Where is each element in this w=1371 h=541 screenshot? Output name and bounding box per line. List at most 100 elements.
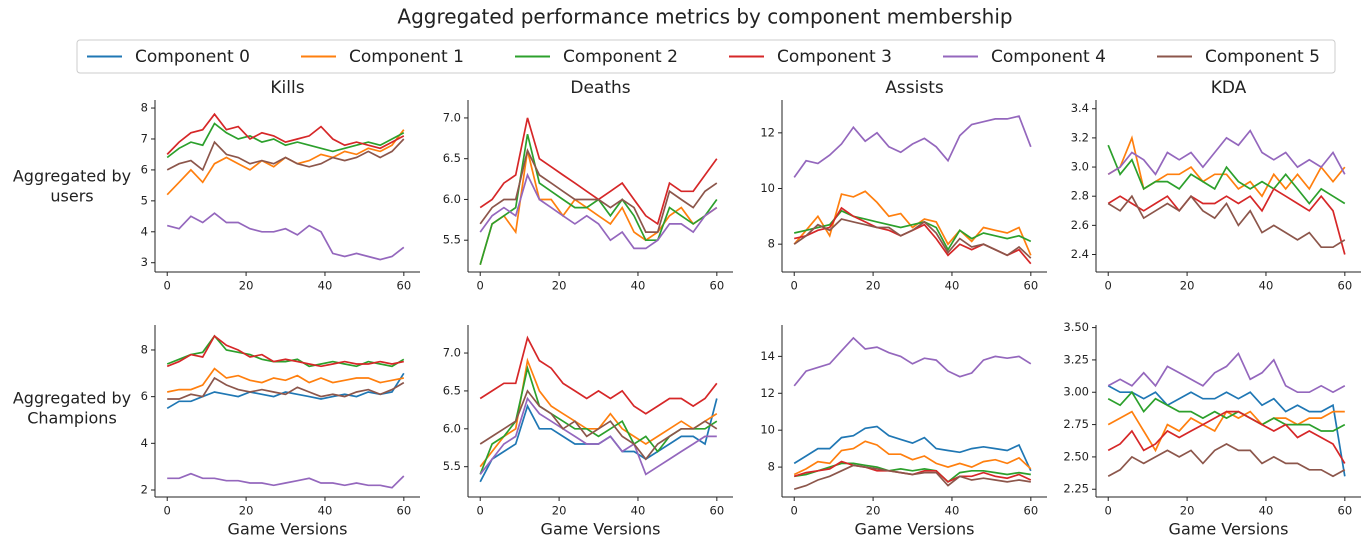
series-line bbox=[479, 172, 718, 250]
row-label: Champions bbox=[27, 409, 117, 428]
y-tick-label: 8 bbox=[141, 101, 148, 115]
y-tick-label: 3.4 bbox=[1071, 101, 1089, 115]
y-tick-label: 3.50 bbox=[1063, 320, 1089, 334]
x-tick-label: 40 bbox=[318, 279, 333, 293]
x-tick-label: 0 bbox=[164, 504, 171, 518]
x-tick-label: 60 bbox=[1338, 504, 1353, 518]
series-line bbox=[1107, 187, 1346, 255]
y-tick-label: 2.4 bbox=[1071, 247, 1089, 261]
legend-label: Component 5 bbox=[1205, 47, 1320, 67]
series-line bbox=[166, 112, 405, 155]
series-line bbox=[479, 396, 717, 476]
series-line bbox=[793, 425, 1032, 472]
series-line bbox=[479, 335, 718, 415]
x-tick-label: 40 bbox=[945, 279, 960, 293]
y-tick-label: 6 bbox=[141, 162, 148, 176]
subplot-title: Assists bbox=[885, 78, 944, 98]
series-line bbox=[793, 115, 1032, 178]
series-line bbox=[793, 440, 1032, 476]
x-tick-label: 20 bbox=[1180, 504, 1195, 518]
series-line bbox=[479, 147, 718, 233]
x-tick-label: 20 bbox=[866, 279, 881, 293]
series-line bbox=[1107, 410, 1346, 464]
series-line bbox=[479, 389, 718, 461]
x-axis-label: Game Versions bbox=[855, 520, 975, 539]
series-line bbox=[1107, 144, 1346, 205]
x-tick-label: 40 bbox=[318, 504, 333, 518]
y-tick-label: 3.0 bbox=[1071, 160, 1089, 174]
series-line bbox=[166, 334, 405, 368]
x-tick-label: 60 bbox=[1338, 279, 1353, 293]
y-tick-label: 2.8 bbox=[1071, 189, 1089, 203]
figure-title: Aggregated performance metrics by compon… bbox=[397, 5, 1012, 29]
series-line bbox=[167, 376, 405, 400]
x-tick-label: 60 bbox=[1024, 504, 1039, 518]
y-tick-label: 2.75 bbox=[1063, 417, 1089, 431]
legend-label: Component 0 bbox=[135, 47, 250, 67]
y-tick-label: 2.25 bbox=[1063, 482, 1089, 496]
y-tick-label: 5 bbox=[141, 193, 148, 207]
x-tick-label: 60 bbox=[1024, 279, 1039, 293]
legend-label: Component 2 bbox=[563, 47, 678, 67]
y-tick-label: 3 bbox=[141, 255, 148, 269]
x-tick-label: 0 bbox=[477, 279, 484, 293]
x-tick-label: 0 bbox=[164, 279, 171, 293]
x-tick-label: 40 bbox=[945, 504, 960, 518]
y-tick-label: 7 bbox=[141, 131, 148, 145]
y-tick-label: 2.50 bbox=[1063, 449, 1089, 463]
x-tick-label: 60 bbox=[397, 279, 412, 293]
series-line bbox=[1107, 443, 1346, 478]
series-line bbox=[167, 472, 405, 489]
y-tick-label: 6.5 bbox=[443, 151, 461, 165]
x-tick-label: 40 bbox=[631, 504, 646, 518]
y-tick-label: 6.5 bbox=[443, 383, 461, 397]
series-line bbox=[166, 129, 405, 196]
y-tick-label: 7.0 bbox=[443, 346, 461, 360]
x-tick-label: 0 bbox=[477, 504, 484, 518]
series-line bbox=[1107, 390, 1346, 432]
x-tick-label: 20 bbox=[239, 504, 254, 518]
x-tick-label: 40 bbox=[1259, 504, 1274, 518]
x-tick-label: 20 bbox=[552, 504, 567, 518]
y-tick-label: 8 bbox=[768, 460, 775, 474]
series-line bbox=[166, 372, 405, 410]
series-line bbox=[794, 462, 1031, 484]
x-axis-label: Game Versions bbox=[1169, 520, 1289, 539]
legend-label: Component 4 bbox=[991, 47, 1106, 67]
y-tick-label: 14 bbox=[760, 349, 775, 363]
y-tick-label: 3.00 bbox=[1063, 385, 1089, 399]
y-tick-label: 12 bbox=[760, 386, 775, 400]
y-tick-label: 10 bbox=[760, 423, 775, 437]
legend-box bbox=[76, 39, 1336, 74]
series-line bbox=[1107, 385, 1346, 477]
x-tick-label: 20 bbox=[239, 279, 254, 293]
x-tick-label: 0 bbox=[791, 279, 798, 293]
x-tick-label: 40 bbox=[1259, 279, 1274, 293]
legend-label: Component 1 bbox=[349, 47, 464, 67]
series-line bbox=[1107, 351, 1346, 394]
series-line bbox=[793, 218, 1032, 259]
x-tick-label: 60 bbox=[710, 504, 725, 518]
series-line bbox=[793, 190, 1032, 256]
y-tick-label: 2 bbox=[141, 482, 148, 496]
y-tick-label: 6 bbox=[141, 389, 148, 403]
y-tick-label: 4 bbox=[141, 224, 148, 238]
y-tick-label: 5.5 bbox=[443, 459, 461, 473]
series-line bbox=[166, 122, 405, 159]
series-line bbox=[167, 367, 404, 393]
series-line bbox=[166, 138, 405, 172]
y-tick-label: 6.0 bbox=[443, 192, 461, 206]
row-label: Aggregated by bbox=[13, 389, 131, 408]
series-line bbox=[1107, 194, 1346, 249]
series-line bbox=[479, 398, 718, 483]
x-tick-label: 20 bbox=[1180, 279, 1195, 293]
x-tick-label: 20 bbox=[866, 504, 881, 518]
series-line bbox=[1107, 129, 1346, 176]
row-label: Aggregated by bbox=[13, 167, 131, 186]
x-tick-label: 40 bbox=[631, 279, 646, 293]
x-tick-label: 0 bbox=[1105, 279, 1112, 293]
x-axis-label: Game Versions bbox=[228, 520, 348, 539]
legend-label: Component 3 bbox=[777, 47, 892, 67]
y-tick-label: 3.25 bbox=[1063, 352, 1089, 366]
